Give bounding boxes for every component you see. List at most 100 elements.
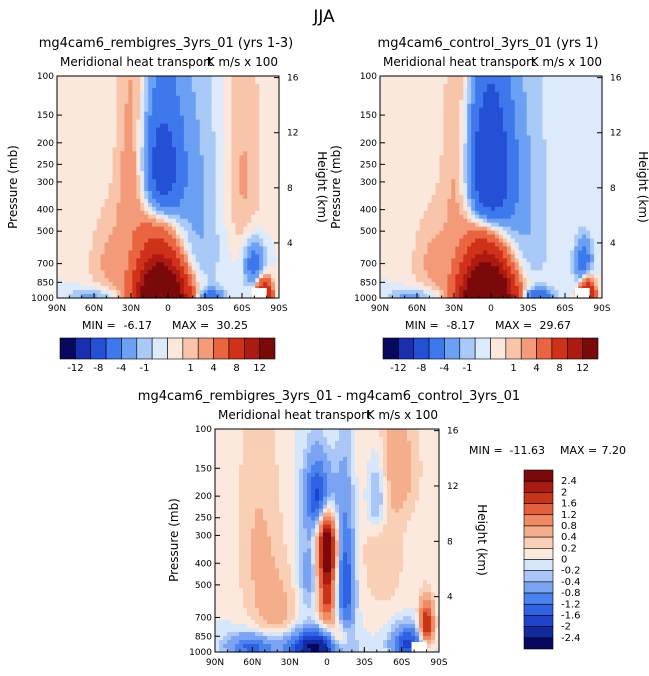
heat-cell [195,230,201,236]
heat-cell [530,171,536,176]
heat-cell [160,79,165,85]
heat-cell [164,198,169,204]
heat-cell [538,79,544,85]
heat-cell [494,115,500,121]
heat-cell [574,155,579,160]
heat-cell [235,119,240,125]
heat-cell [227,206,233,212]
heat-cell [263,123,268,129]
heat-cell [72,274,78,279]
heat-cell [518,139,524,144]
heat-cell [92,214,98,220]
heat-cell [235,238,240,244]
heat-cell [586,171,591,176]
heat-cell [88,278,94,283]
heat-cell [443,91,448,97]
heat-cell [514,111,520,117]
heat-cell [80,107,86,113]
heat-cell [227,218,233,224]
heat-cell [582,187,587,192]
heat-cell [522,107,528,113]
heat-cell [223,234,229,240]
heat-cell [124,131,129,137]
heat-cell [187,246,193,252]
heat-cell [219,119,225,125]
heat-cell [471,95,476,101]
heat-cell [578,167,583,172]
heat-cell [259,278,264,283]
heat-cell [558,127,563,133]
heat-cell [187,266,193,271]
heat-cell [534,95,540,101]
heat-cell [447,159,452,164]
heat-cell [586,179,591,184]
heat-cell [439,143,445,148]
heat-cell [267,123,272,129]
heat-cell [459,171,464,176]
heat-cell [275,95,280,101]
heat-cell [243,258,248,263]
heat-cell [57,99,62,105]
heat-cell [76,282,82,287]
heat-cell [92,143,98,148]
heat-cell [164,99,169,105]
heat-cell [124,238,129,244]
heat-cell [554,127,559,133]
heat-cell [598,87,603,93]
heat-cell [68,274,74,279]
heat-cell [156,262,161,267]
heat-cell [383,135,389,141]
heat-cell [271,119,276,125]
heat-cell [239,234,244,240]
heat-cell [431,111,437,117]
heat-cell [64,226,70,232]
heat-cell [247,282,252,287]
heat-cell [199,79,205,85]
x-tick-label: 60N [85,304,103,314]
heat-cell [104,143,110,148]
heat-cell [215,266,221,271]
heat-cell [582,99,587,105]
heat-cell [175,95,181,101]
heat-cell [419,83,425,89]
heat-cell [132,230,137,236]
heat-cell [179,91,185,97]
heat-cell [399,135,405,141]
heat-cell [175,226,181,232]
heat-cell [451,151,456,156]
heat-cell [195,123,201,129]
heat-cell [120,123,125,129]
heat-cell [120,210,125,216]
heat-cell [215,143,221,148]
heat-cell [120,179,125,184]
heat-cell [447,83,452,89]
heat-cell [60,119,66,125]
heat-cell [57,270,62,275]
heat-cell [271,238,276,244]
heat-cell [160,290,165,295]
heat-cell [598,143,603,148]
heat-cell [132,179,137,184]
heat-cell [530,87,536,93]
heat-cell [534,119,540,125]
heat-cell [116,230,122,236]
heat-cell [124,262,129,267]
heat-cell [72,282,78,287]
heat-cell [104,226,110,232]
heat-cell [104,159,110,164]
heat-cell [447,135,452,141]
heat-cell [479,167,484,172]
heat-cell [487,107,492,113]
heat-cell [439,151,445,156]
heat-cell [487,155,492,160]
heat-cell [566,175,571,180]
heat-cell [487,79,492,85]
heat-cell [219,254,225,259]
heat-cell [203,187,209,192]
heat-cell [530,107,536,113]
heat-cell [168,282,173,287]
heat-cell [112,111,118,117]
heat-cell [467,83,472,89]
heat-cell [183,278,189,283]
heat-cell [235,187,240,192]
